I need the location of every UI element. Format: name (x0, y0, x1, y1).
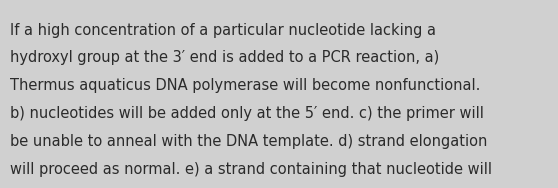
Text: b) nucleotides will be added only at the 5′ end. c) the primer will: b) nucleotides will be added only at the… (10, 106, 484, 121)
Text: be unable to anneal with the DNA template. d) strand elongation: be unable to anneal with the DNA templat… (10, 134, 488, 149)
Text: If a high concentration of a particular nucleotide lacking a: If a high concentration of a particular … (10, 23, 436, 38)
Text: will proceed as normal. e) a strand containing that nucleotide will: will proceed as normal. e) a strand cont… (10, 162, 492, 177)
Text: hydroxyl group at the 3′ end is added to a PCR reaction, a): hydroxyl group at the 3′ end is added to… (10, 50, 439, 65)
Text: Thermus aquaticus DNA polymerase will become nonfunctional.: Thermus aquaticus DNA polymerase will be… (10, 78, 480, 93)
